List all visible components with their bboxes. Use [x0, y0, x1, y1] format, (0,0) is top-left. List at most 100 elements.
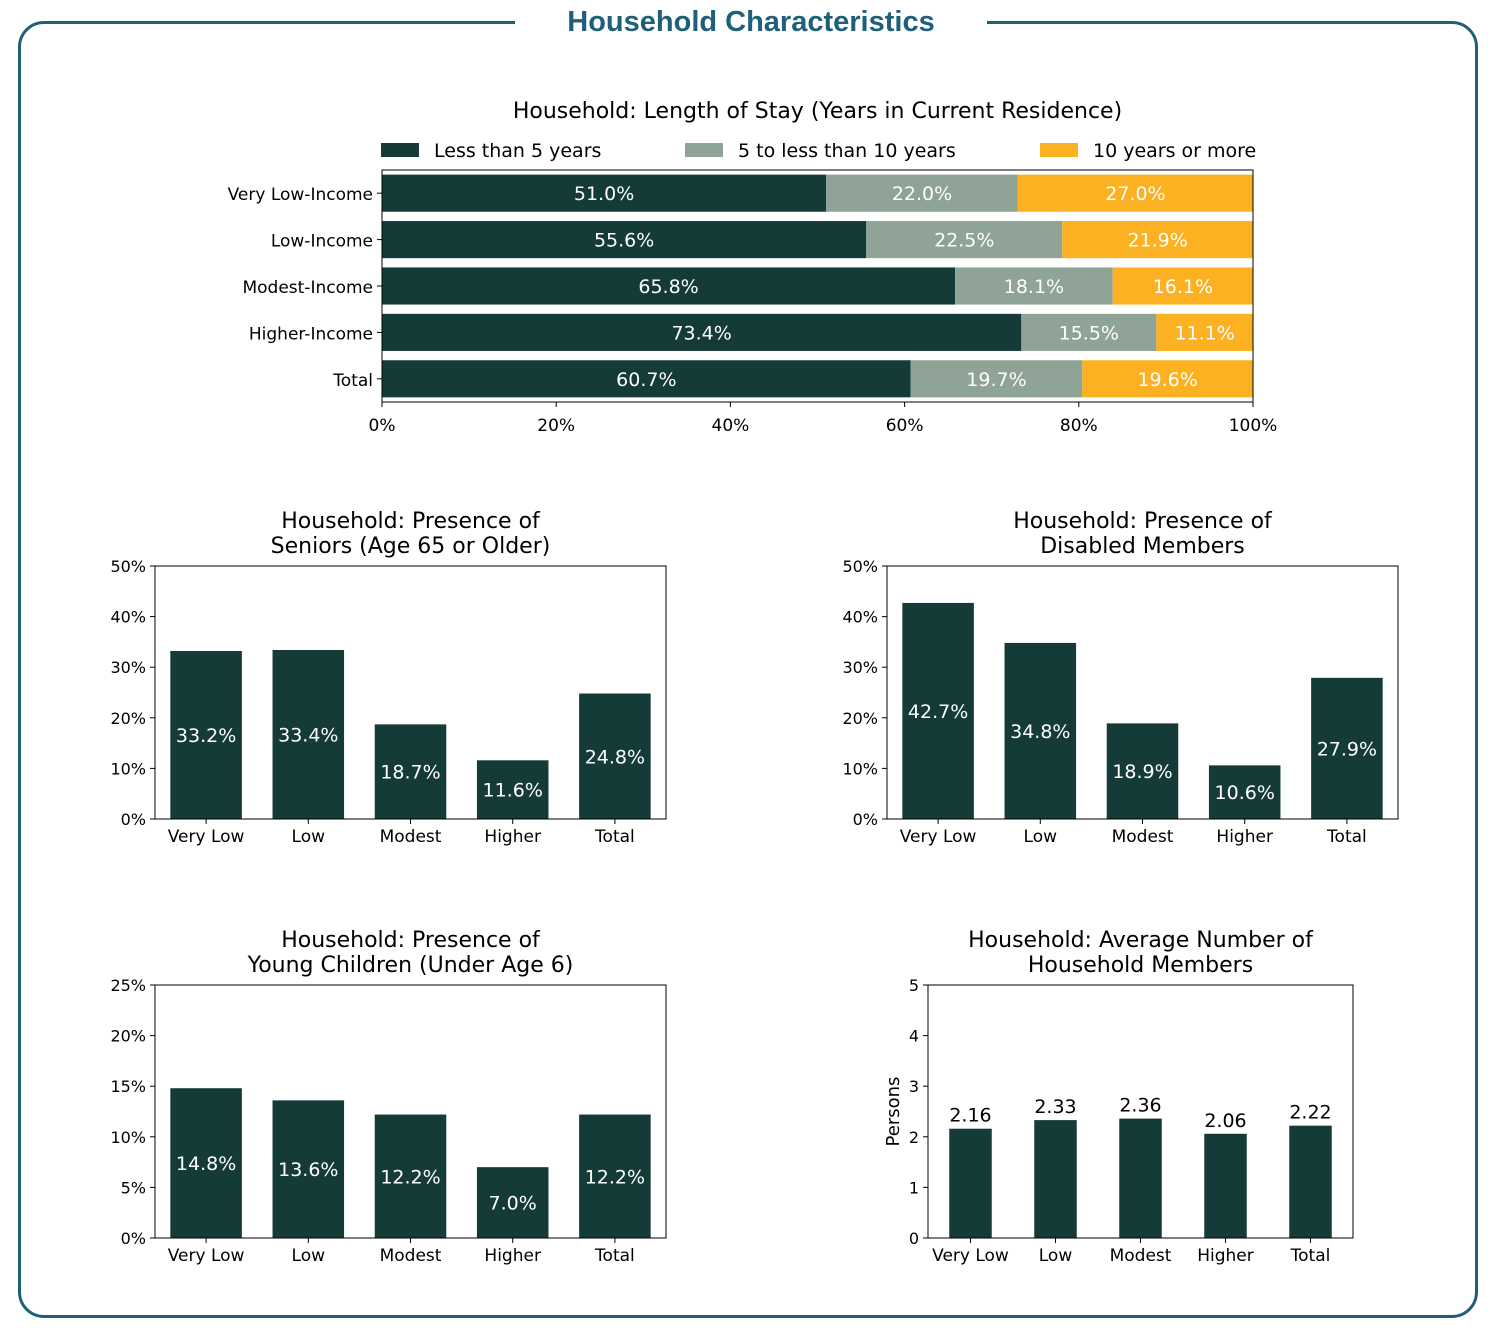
- legend-label: 5 to less than 10 years: [738, 140, 956, 162]
- bar-value-label: 18.7%: [380, 762, 440, 784]
- y-tick-label: 10%: [842, 759, 878, 778]
- legend-label: 10 years or more: [1093, 140, 1256, 162]
- bar: [579, 1114, 651, 1238]
- y-tick-label: 10%: [110, 1128, 146, 1147]
- bar: [1119, 1118, 1162, 1238]
- y-tick-label: 25%: [110, 976, 146, 995]
- stay-bar-segment: [382, 174, 827, 212]
- chart-title-line: Young Children (Under Age 6): [247, 953, 574, 978]
- bar: [949, 1128, 992, 1238]
- y-tick-label: 5%: [121, 1178, 146, 1197]
- bar-value-label: 2.22: [1289, 1102, 1331, 1124]
- stay-bar-label: 11.1%: [1174, 322, 1234, 344]
- y-tick-label: 15%: [110, 1077, 146, 1096]
- x-tick-label: Higher: [1197, 1246, 1254, 1266]
- x-tick-label: Modest: [1112, 827, 1174, 847]
- x-tick-label: 80%: [1060, 416, 1098, 436]
- x-tick-label: Low: [1039, 1246, 1073, 1266]
- x-tick-label: Total: [594, 1246, 635, 1266]
- y-tick-label: 0: [909, 1229, 919, 1248]
- chart-title-line: Seniors (Age 65 or Older): [271, 534, 551, 559]
- y-tick-label: 3: [909, 1077, 919, 1096]
- y-tick-label: 0%: [121, 810, 146, 829]
- x-tick-label: Higher: [484, 1246, 541, 1266]
- stay-bar-segment: [1062, 221, 1253, 259]
- bar-value-label: 10.6%: [1215, 782, 1275, 804]
- x-tick-label: Very Low: [900, 827, 977, 847]
- chart-title-line: Household: Presence of: [1013, 509, 1273, 534]
- y-tick-label: 20%: [842, 709, 878, 728]
- y-tick-label: 4: [909, 1027, 919, 1046]
- stay-bar-segment: [866, 221, 1063, 259]
- bar-value-label: 34.8%: [1010, 721, 1070, 743]
- stay-axes-frame: [381, 169, 1254, 403]
- stay-bar-label: 18.1%: [1004, 276, 1064, 298]
- page-title-wrap: Household Characteristics: [515, 0, 987, 44]
- bar: [1204, 1133, 1247, 1238]
- legend-swatch: [685, 143, 723, 157]
- bar-value-label: 13.6%: [278, 1159, 338, 1181]
- bar-value-label: 7.0%: [489, 1193, 537, 1215]
- stay-bar-segment: [382, 313, 1022, 351]
- x-tick-label: Very Low: [932, 1246, 1009, 1266]
- x-tick-label: Very Low: [168, 827, 245, 847]
- bar: [1289, 1125, 1332, 1238]
- page-title: Household Characteristics: [567, 6, 935, 38]
- bar: [476, 1167, 549, 1238]
- stay-bar-segment: [382, 267, 956, 305]
- stay-bar-label: 73.4%: [671, 322, 731, 344]
- x-tick-label: Low: [292, 827, 326, 847]
- axes-frame: [927, 984, 1354, 1239]
- bar-value-label: 11.6%: [483, 780, 543, 802]
- bar: [579, 693, 651, 819]
- legend-swatch: [1040, 143, 1078, 157]
- bar-value-label: 12.2%: [585, 1166, 645, 1188]
- axes-frame: [886, 565, 1399, 820]
- y-tick-label: 50%: [110, 557, 146, 576]
- stay-bar-label: 19.6%: [1137, 369, 1197, 391]
- y-tick-label: 30%: [110, 658, 146, 677]
- stay-bar-segment: [1017, 174, 1253, 212]
- bar-value-label: 2.16: [949, 1105, 991, 1127]
- x-tick-label: 20%: [537, 416, 575, 436]
- x-tick-label: Low: [292, 1246, 326, 1266]
- y-tick-label: Total: [332, 371, 373, 391]
- stay-bar-label: 22.0%: [892, 183, 952, 205]
- stay-bar-label: 51.0%: [574, 183, 634, 205]
- chart-title-line: Household: Average Number of: [968, 928, 1314, 953]
- bar-value-label: 42.7%: [908, 701, 968, 723]
- x-tick-label: Modest: [380, 1246, 442, 1266]
- bar: [272, 649, 345, 819]
- stay-bar-segment: [382, 360, 911, 398]
- x-tick-label: Modest: [380, 827, 442, 847]
- bar-value-label: 18.9%: [1112, 761, 1172, 783]
- bar: [374, 1114, 447, 1238]
- stay-bar-label: 27.0%: [1105, 183, 1165, 205]
- chart-title-line: Household: Presence of: [281, 509, 541, 534]
- bar: [170, 1088, 242, 1238]
- bar: [170, 651, 242, 819]
- x-tick-label: 40%: [712, 416, 750, 436]
- bar-value-label: 33.4%: [278, 724, 338, 746]
- x-tick-label: 60%: [886, 416, 924, 436]
- x-tick-label: 0%: [369, 416, 396, 436]
- stay-bar-label: 16.1%: [1153, 276, 1213, 298]
- x-tick-label: Low: [1024, 827, 1058, 847]
- stay-bar-label: 65.8%: [638, 276, 698, 298]
- stay-bar-segment: [382, 221, 867, 259]
- y-tick-label: 40%: [842, 608, 878, 627]
- stay-bar-segment: [1082, 360, 1253, 398]
- stay-bar-segment: [955, 267, 1113, 305]
- stay-bar-label: 15.5%: [1059, 322, 1119, 344]
- stay-bar-segment: [910, 360, 1083, 398]
- y-tick-label: 5: [909, 976, 919, 995]
- chart-title-line: Household Members: [1028, 953, 1253, 978]
- bar: [476, 760, 549, 819]
- bar-value-label: 33.2%: [176, 725, 236, 747]
- bar: [1004, 642, 1077, 819]
- legend-swatch: [381, 143, 419, 157]
